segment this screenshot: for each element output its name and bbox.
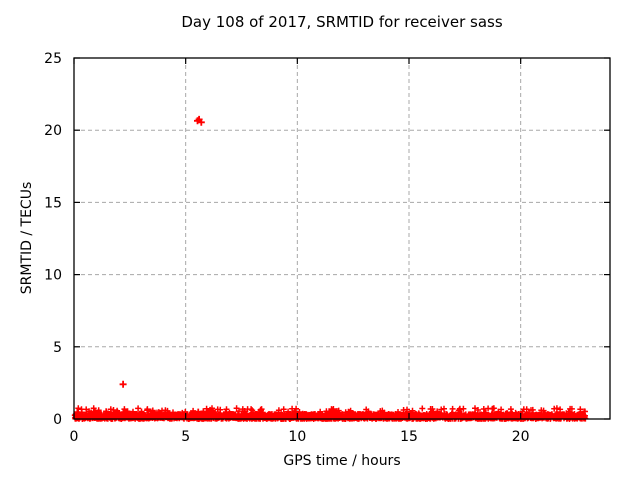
y-tick-label: 0	[53, 412, 62, 428]
y-tick-label: 5	[53, 340, 62, 356]
outlier-point-markers	[119, 115, 205, 388]
y-tick-label: 25	[44, 51, 62, 67]
x-tick-label: 10	[288, 429, 306, 445]
x-tick-label: 20	[512, 429, 530, 445]
y-axis-label: SRMTID / TECUs	[19, 182, 35, 295]
plot-border	[73, 57, 611, 420]
y-tick-label: 15	[44, 195, 62, 211]
chart-title: Day 108 of 2017, SRMTID for receiver sas…	[181, 13, 502, 31]
x-tick-labels: 0 5 10 15 20	[70, 429, 530, 445]
y-tick-labels: 0 5 10 15 20 25	[44, 51, 62, 428]
x-tick-label: 15	[400, 429, 418, 445]
gridlines	[74, 58, 610, 419]
x-tick-label: 0	[70, 429, 79, 445]
x-axis-label: GPS time / hours	[283, 453, 400, 469]
y-tick-label: 20	[44, 123, 62, 139]
x-tick-label: 5	[181, 429, 190, 445]
y-tick-label: 10	[44, 268, 62, 284]
baseline-band-markers	[71, 405, 589, 422]
data-series	[71, 115, 589, 422]
